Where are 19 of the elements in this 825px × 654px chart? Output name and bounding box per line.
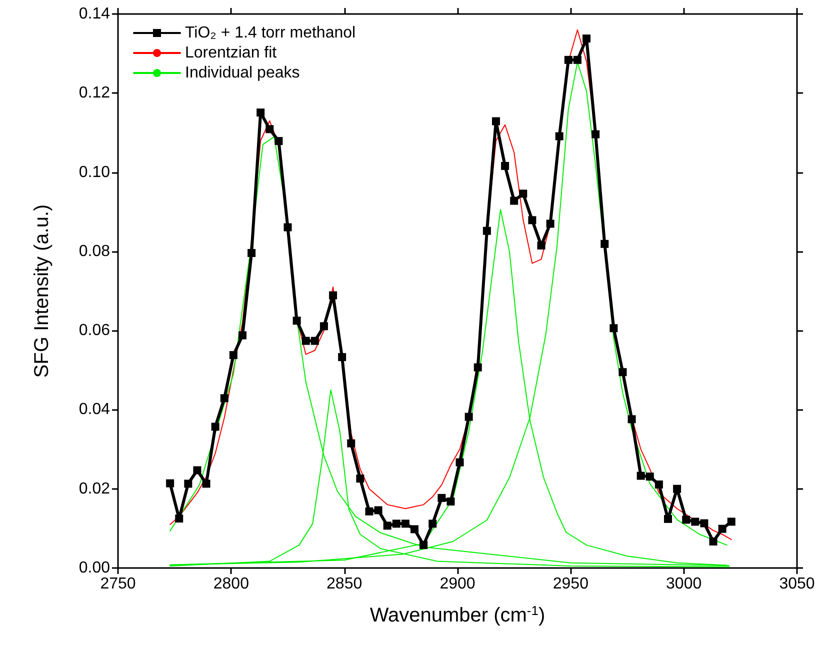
x-tick-label: 3050 — [779, 576, 815, 592]
legend-label: TiO₂ + 1.4 torr methanol — [185, 24, 356, 42]
y-axis-title: SFG Intensity (a.u.) — [31, 204, 53, 378]
x-tick-label: 3000 — [666, 576, 702, 592]
y-tick-label: 0.02 — [78, 480, 110, 498]
x-tick-label: 2850 — [326, 576, 362, 592]
y-tick-label: 0.10 — [78, 164, 110, 181]
x-tick-label: 2950 — [552, 576, 589, 592]
y-tick-label: 0.14 — [78, 6, 110, 22]
legend-label: Individual peaks — [185, 64, 300, 82]
x-tick-label: 2750 — [100, 576, 136, 592]
y-tick-label: 0.06 — [78, 322, 110, 340]
y-tick-label: 0.12 — [78, 84, 110, 102]
y-tick-label: 0.08 — [78, 242, 110, 260]
legend-label: Lorentzian fit — [185, 44, 278, 62]
x-tick-label: 2900 — [440, 576, 476, 592]
x-tick-label: 2800 — [213, 576, 250, 592]
y-tick-label: 0.00 — [78, 560, 110, 576]
y-tick-label: 0.04 — [78, 401, 110, 418]
